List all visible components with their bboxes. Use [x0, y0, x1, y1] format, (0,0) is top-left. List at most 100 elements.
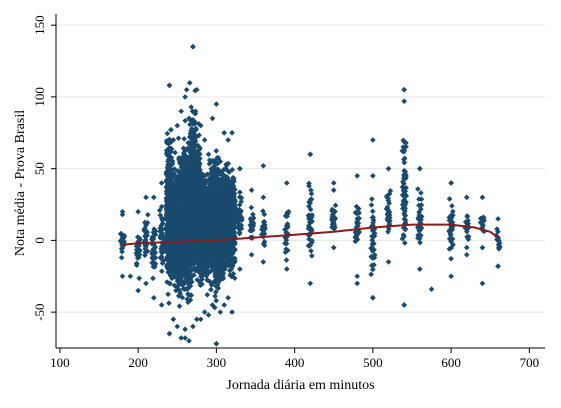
- data-point: [175, 197, 182, 204]
- data-point: [199, 171, 205, 177]
- data-point: [135, 287, 141, 294]
- data-point: [167, 149, 174, 155]
- data-point: [196, 224, 202, 231]
- data-point: [150, 234, 156, 241]
- data-point: [174, 323, 181, 330]
- data-point: [213, 297, 219, 304]
- data-point: [178, 335, 184, 341]
- data-point: [213, 101, 220, 107]
- data-point: [158, 215, 165, 221]
- data-point: [193, 134, 200, 140]
- data-point: [168, 224, 174, 231]
- data-point: [189, 129, 196, 136]
- data-point: [192, 219, 199, 225]
- data-point: [176, 179, 182, 185]
- data-point: [188, 104, 194, 110]
- data-point: [212, 293, 218, 299]
- data-point: [189, 279, 195, 285]
- data-point: [163, 177, 170, 184]
- data-point: [187, 121, 193, 128]
- data-point: [195, 142, 201, 149]
- data-point: [188, 273, 195, 279]
- data-point: [195, 206, 201, 212]
- data-point: [142, 252, 148, 259]
- data-point: [187, 200, 193, 207]
- data-point: [187, 224, 193, 231]
- data-point: [119, 248, 125, 255]
- data-point: [149, 255, 155, 261]
- data-point: [158, 227, 165, 233]
- data-point: [196, 262, 202, 268]
- data-point: [158, 180, 165, 186]
- data-point: [221, 302, 228, 308]
- data-point: [156, 207, 163, 214]
- data-point: [151, 226, 157, 232]
- data-point: [164, 235, 170, 241]
- data-point: [144, 219, 151, 226]
- data-point: [187, 297, 194, 303]
- data-point: [183, 232, 190, 239]
- data-point: [171, 204, 178, 211]
- data-point: [167, 222, 174, 228]
- data-point: [184, 156, 190, 162]
- data-point: [167, 262, 174, 269]
- data-point: [194, 277, 201, 283]
- data-point: [187, 133, 194, 140]
- data-point: [171, 166, 178, 172]
- data-point: [174, 122, 181, 129]
- data-point: [117, 231, 124, 237]
- data-point: [181, 192, 188, 198]
- data-point: [190, 121, 197, 127]
- data-point: [188, 244, 195, 251]
- data-point: [149, 260, 155, 266]
- data-point: [193, 148, 200, 155]
- data-point: [176, 258, 183, 265]
- data-point: [168, 126, 174, 133]
- data-point: [159, 248, 166, 255]
- data-point: [179, 212, 186, 219]
- data-point: [142, 249, 149, 256]
- data-point: [185, 299, 191, 306]
- data-point: [158, 203, 165, 210]
- data-point: [165, 139, 172, 146]
- data-point: [184, 272, 190, 278]
- data-point: [197, 145, 203, 152]
- data-point: [171, 273, 177, 279]
- data-point: [164, 261, 170, 268]
- data-point: [197, 122, 204, 129]
- data-point: [196, 156, 202, 162]
- data-point: [191, 165, 198, 172]
- data-point: [185, 280, 191, 287]
- data-point: [157, 212, 164, 219]
- data-point: [177, 249, 183, 255]
- data-point: [134, 255, 141, 262]
- data-point: [151, 294, 157, 301]
- data-point: [184, 250, 190, 257]
- data-point: [192, 174, 198, 180]
- data-point: [163, 137, 170, 144]
- data-point: [195, 167, 202, 173]
- data-point: [143, 280, 149, 287]
- data-point: [184, 245, 191, 252]
- data-point: [167, 163, 174, 170]
- data-point: [165, 152, 172, 159]
- data-point: [194, 86, 200, 93]
- data-point: [182, 117, 188, 124]
- data-point: [168, 188, 175, 195]
- data-point: [151, 251, 157, 258]
- data-point: [151, 194, 157, 201]
- data-point: [178, 272, 184, 279]
- data-point: [196, 265, 202, 271]
- data-point: [175, 220, 182, 227]
- data-point: [175, 223, 182, 230]
- data-point: [184, 262, 191, 268]
- data-point: [135, 208, 141, 215]
- data-point: [197, 194, 204, 201]
- data-point: [190, 116, 196, 123]
- data-point: [171, 219, 178, 226]
- data-point: [145, 211, 151, 218]
- data-point: [158, 245, 164, 252]
- data-point: [119, 234, 126, 241]
